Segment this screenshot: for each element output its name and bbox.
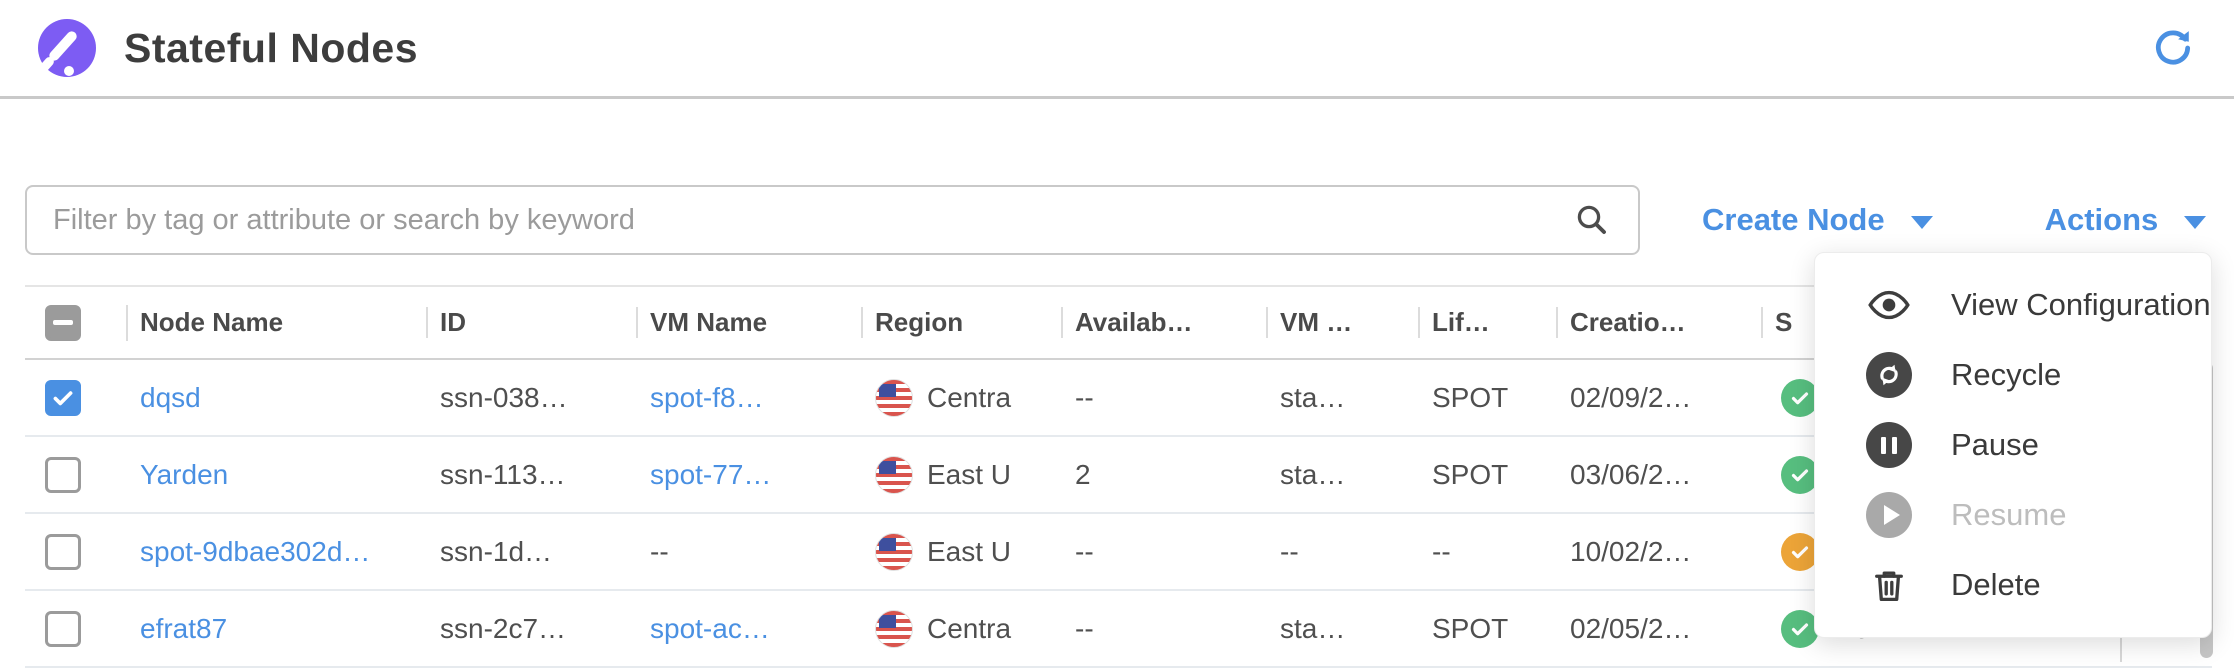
eye-icon [1865, 281, 1913, 329]
cell-availability-zone: -- [1075, 535, 1094, 567]
cell-availability-zone: -- [1075, 381, 1094, 413]
stateful-nodes-table: Node Name ID VM Name Region Availab… VM … Lif…… [25, 285, 2212, 668]
us-flag-icon [875, 378, 913, 417]
trash-icon [1865, 561, 1913, 609]
node-name-link[interactable]: dqsd [140, 381, 201, 413]
column-header-node-name[interactable]: Node Name [140, 307, 440, 338]
recycle-icon [1865, 351, 1913, 399]
create-node-button[interactable]: Create Node [1702, 202, 1933, 238]
status-icon [1781, 532, 1819, 571]
cell-vm: -- [1280, 535, 1299, 567]
cell-region-label: East U [927, 458, 1012, 490]
menu-item-pause[interactable]: Pause [1815, 410, 2211, 480]
vm-name-link[interactable]: spot-ac… [650, 612, 770, 644]
menu-item-label: Resume [1951, 497, 2067, 532]
table-body: dqsd ssn-038… spot-f8… Centra -- sta… SP… [25, 360, 2212, 668]
menu-item-label: Delete [1951, 567, 2041, 602]
cell-lifecycle: -- [1432, 535, 1451, 567]
column-header-region[interactable]: Region [875, 307, 1075, 338]
row-checkbox[interactable] [45, 610, 81, 647]
actions-menu: View Configuration Recycle Pause Resume Dele… [1814, 252, 2212, 638]
menu-item-label: View Configuration [1951, 287, 2211, 322]
menu-item-resume: Resume [1815, 480, 2211, 550]
page-title: Stateful Nodes [124, 24, 419, 71]
cell-region-label: Centra [927, 381, 1012, 413]
node-name-link[interactable]: Yarden [140, 458, 229, 490]
cell-vm: sta… [1280, 458, 1346, 490]
status-icon [1781, 609, 1819, 648]
refresh-icon[interactable] [2150, 25, 2196, 71]
table-row: Yarden ssn-113… spot-77… East U 2 sta… S… [25, 437, 2212, 514]
us-flag-icon [875, 532, 913, 571]
cell-availability-zone: 2 [1075, 458, 1091, 490]
cell-vm: sta… [1280, 381, 1346, 413]
column-header-creatio[interactable]: Creatio… [1570, 307, 1775, 338]
select-all-checkbox[interactable] [45, 304, 81, 341]
vm-name-link: -- [650, 535, 669, 567]
cell-created: 02/09/2… [1570, 381, 1692, 413]
column-header-vm-name[interactable]: VM Name [650, 307, 875, 338]
cell-region-label: Centra [927, 612, 1012, 644]
create-node-label: Create Node [1702, 202, 1885, 237]
top-bar: Stateful Nodes [0, 0, 2234, 99]
table-header-row: Node Name ID VM Name Region Availab… VM … Lif…… [25, 285, 2212, 360]
column-header-availab[interactable]: Availab… [1075, 307, 1280, 338]
menu-item-view-configuration[interactable]: View Configuration [1815, 270, 2211, 340]
caret-down-icon [1910, 215, 1933, 229]
node-name-link[interactable]: efrat87 [140, 612, 228, 644]
cell-region-label: East U [927, 535, 1012, 567]
row-checkbox[interactable] [45, 379, 81, 416]
cell-lifecycle: SPOT [1432, 612, 1509, 644]
vm-name-link[interactable]: spot-77… [650, 458, 772, 490]
vm-name-link[interactable]: spot-f8… [650, 381, 764, 413]
caret-down-icon [2184, 215, 2207, 229]
menu-item-label: Pause [1951, 427, 2039, 462]
spot-logo-icon [34, 19, 96, 78]
play-icon [1865, 491, 1913, 539]
us-flag-icon [875, 609, 913, 648]
menu-item-label: Recycle [1951, 357, 2062, 392]
cell-vm: sta… [1280, 612, 1346, 644]
cell-id: ssn-038… [440, 381, 568, 413]
menu-item-recycle[interactable]: Recycle [1815, 340, 2211, 410]
cell-created: 03/06/2… [1570, 458, 1692, 490]
filter-box [25, 185, 1640, 255]
actions-label: Actions [2044, 202, 2159, 237]
cell-id: ssn-2c7… [440, 612, 567, 644]
column-header-vm[interactable]: VM … [1280, 307, 1432, 338]
cell-created: 10/02/2… [1570, 535, 1692, 567]
cell-lifecycle: SPOT [1432, 381, 1509, 413]
column-header-s[interactable]: S [1775, 307, 1793, 337]
cell-id: ssn-113… [440, 458, 566, 490]
column-header-lif[interactable]: Lif… [1432, 307, 1570, 338]
table-row: dqsd ssn-038… spot-f8… Centra -- sta… SP… [25, 360, 2212, 437]
actions-button[interactable]: Actions [2045, 202, 2207, 238]
column-header-id[interactable]: ID [440, 307, 650, 338]
row-checkbox[interactable] [45, 456, 81, 493]
us-flag-icon [875, 455, 913, 494]
pause-icon [1865, 421, 1913, 469]
status-icon [1781, 378, 1819, 417]
toolbar: Create Node Actions [25, 185, 2209, 255]
search-icon[interactable] [1574, 202, 1610, 238]
row-checkbox[interactable] [45, 533, 81, 570]
menu-item-delete[interactable]: Delete [1815, 550, 2211, 620]
filter-input[interactable] [25, 185, 1640, 255]
cell-lifecycle: SPOT [1432, 458, 1509, 490]
cell-created: 02/05/2… [1570, 612, 1692, 644]
table-row: spot-9dbae302d… ssn-1d… -- East U -- -- … [25, 514, 2212, 591]
node-name-link[interactable]: spot-9dbae302d… [140, 535, 371, 567]
cell-availability-zone: -- [1075, 612, 1094, 644]
status-icon [1781, 455, 1819, 494]
table-row: efrat87 ssn-2c7… spot-ac… Centra -- sta…… [25, 591, 2212, 668]
cell-id: ssn-1d… [440, 535, 553, 567]
